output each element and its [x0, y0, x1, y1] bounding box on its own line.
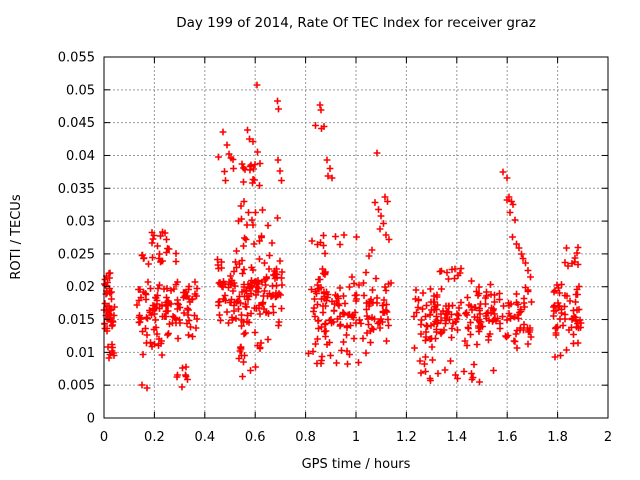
- data-points-layer: [100, 81, 585, 392]
- x-tick-label: 1.6: [497, 430, 518, 445]
- x-tick-label: 1.4: [446, 430, 467, 445]
- y-tick-label: 0.035: [58, 182, 95, 197]
- y-tick-label: 0.04: [66, 149, 95, 164]
- y-tick-label: 0.05: [66, 83, 95, 98]
- y-tick-label: 0: [87, 412, 95, 427]
- y-axis-label: ROTI / TECUs: [9, 194, 24, 279]
- x-tick-label: 0: [100, 430, 108, 445]
- x-tick-label: 0.2: [144, 430, 165, 445]
- y-tick-label: 0.02: [66, 280, 95, 295]
- x-tick-label: 0.8: [295, 430, 316, 445]
- x-tick-label: 1.2: [396, 430, 417, 445]
- x-axis-label: GPS time / hours: [302, 457, 411, 472]
- x-tick-label: 1: [352, 430, 360, 445]
- scatter-points: [100, 81, 585, 392]
- y-tick-label: 0.025: [58, 247, 95, 262]
- tick-labels-layer: 0 0.2 0.4 0.6 0.8 1 1.2 1.4 1.6 1.8 2 0 0.005 0.01 0.0…: [58, 51, 612, 446]
- y-tick-label: 0.055: [58, 51, 95, 66]
- x-tick-label: 1.8: [547, 430, 568, 445]
- axes-layer: [103, 56, 609, 419]
- x-tick-label: 0.4: [194, 430, 215, 445]
- y-tick-label: 0.045: [58, 116, 95, 131]
- y-tick-label: 0.005: [58, 379, 95, 394]
- x-tick-label: 2: [604, 430, 612, 445]
- chart-title: Day 199 of 2014, Rate Of TEC Index for r…: [176, 15, 536, 31]
- x-tick-label: 0.6: [245, 430, 266, 445]
- y-tick-label: 0.015: [58, 313, 95, 328]
- y-tick-label: 0.01: [66, 346, 95, 361]
- y-tick-label: 0.03: [66, 215, 95, 230]
